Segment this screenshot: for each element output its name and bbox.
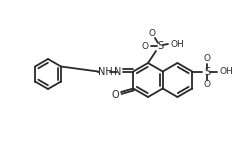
Text: OH: OH bbox=[218, 67, 232, 76]
Text: O: O bbox=[141, 41, 148, 51]
Text: O: O bbox=[148, 29, 155, 37]
Text: N: N bbox=[113, 66, 120, 76]
Text: O: O bbox=[203, 54, 210, 63]
Text: O: O bbox=[203, 80, 210, 89]
Text: S: S bbox=[203, 66, 209, 76]
Text: OH: OH bbox=[169, 40, 183, 48]
Text: O: O bbox=[111, 90, 118, 100]
Text: S: S bbox=[156, 41, 163, 51]
Text: NH: NH bbox=[97, 66, 112, 76]
